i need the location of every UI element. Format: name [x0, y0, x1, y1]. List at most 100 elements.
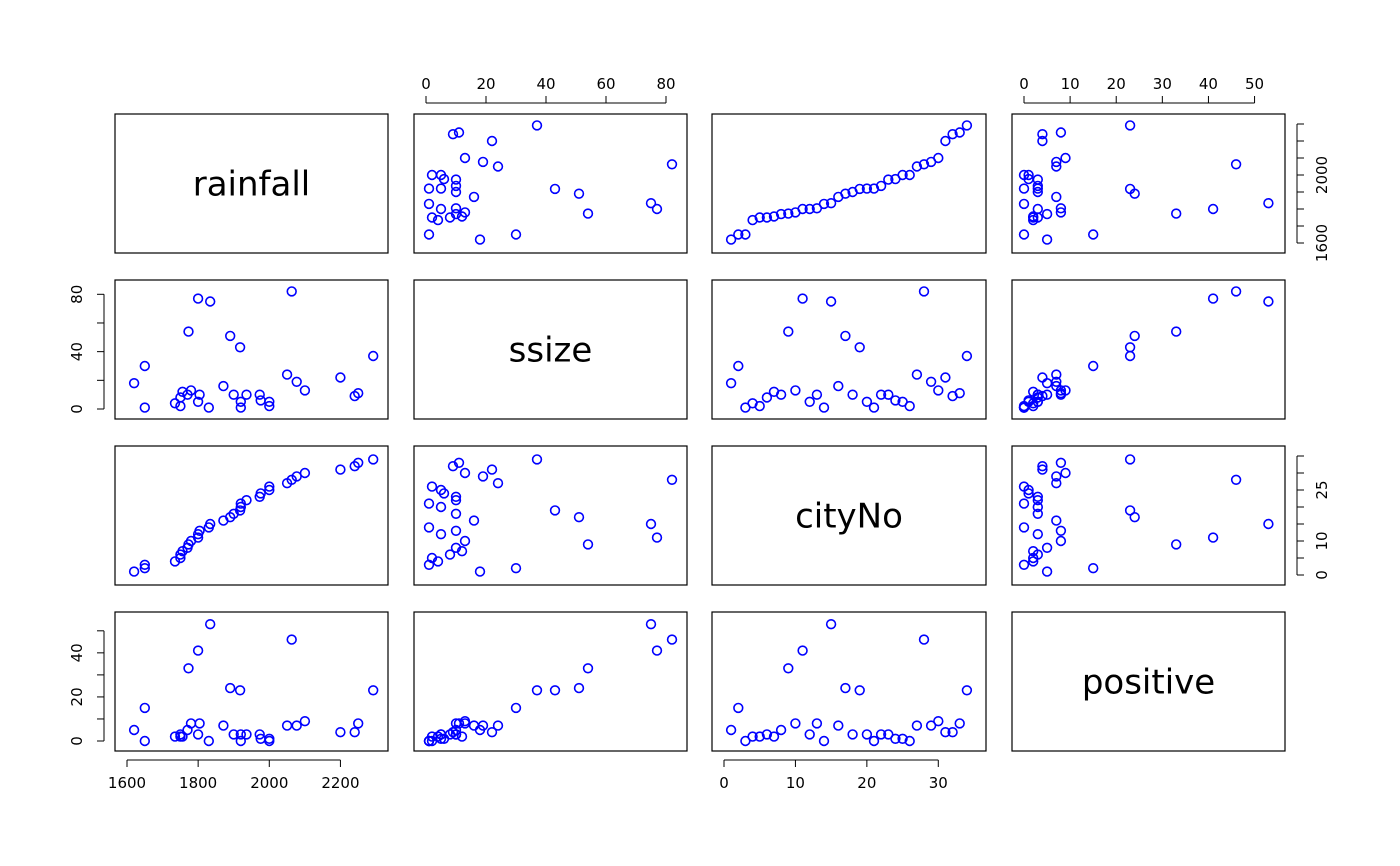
cityNo-right-tick-label: 0: [1313, 570, 1331, 580]
point-ssize-vs-cityNo-21: [875, 389, 887, 400]
point-ssize-vs-positive-10: [1207, 293, 1219, 304]
point-cityNo-vs-ssize-5: [444, 549, 456, 560]
point-rainfall-vs-cityNo-32: [954, 127, 965, 138]
point-cityNo-vs-ssize-13: [423, 522, 435, 533]
positive-left-tick-label: 20: [68, 687, 86, 706]
point-rainfall-vs-ssize-20: [423, 183, 435, 194]
point-rainfall-vs-cityNo-31: [947, 129, 958, 140]
variable-label-rainfall: rainfall: [193, 165, 311, 205]
point-cityNo-vs-rainfall-1: [139, 559, 151, 570]
point-rainfall-vs-cityNo-30: [940, 135, 951, 147]
point-cityNo-vs-ssize-11: [435, 528, 447, 540]
point-rainfall-vs-ssize-18: [549, 183, 561, 195]
panel-positive-positive: [1011, 611, 1286, 752]
point-cityNo-vs-rainfall-20: [235, 498, 247, 509]
point-ssize-vs-cityNo-26: [911, 369, 923, 380]
point-ssize-vs-positive-2: [1087, 360, 1099, 372]
point-ssize-vs-cityNo-20: [868, 402, 880, 413]
ssize-top-tick-label: 20: [476, 75, 495, 93]
point-cityNo-vs-positive-12: [1055, 525, 1067, 536]
point-ssize-vs-cityNo-22: [883, 389, 894, 400]
point-rainfall-vs-ssize-32: [453, 127, 465, 138]
point-rainfall-vs-cityNo-6: [768, 211, 780, 222]
point-cityNo-vs-ssize-9: [459, 535, 471, 547]
point-rainfall-vs-positive-7: [1041, 208, 1053, 220]
point-positive-vs-cityNo-2: [733, 702, 744, 714]
point-cityNo-vs-rainfall-3: [169, 556, 181, 567]
point-positive-vs-ssize-25: [426, 735, 438, 747]
point-cityNo-vs-ssize-20: [423, 498, 435, 509]
point-cityNo-vs-ssize-10: [651, 532, 663, 543]
point-rainfall-vs-positive-18: [1124, 183, 1136, 195]
point-positive-vs-cityNo-30: [940, 726, 951, 738]
point-cityNo-vs-ssize-27: [666, 474, 678, 485]
panel-cityNo-ssize: [413, 445, 688, 586]
point-positive-vs-cityNo-19: [861, 729, 873, 740]
point-rainfall-vs-positive-26: [1051, 161, 1062, 172]
point-ssize-vs-rainfall-25: [264, 400, 275, 412]
point-cityNo-vs-rainfall-32: [353, 457, 364, 468]
ssize-left-tick-label: 80: [68, 285, 86, 304]
point-positive-vs-cityNo-10: [797, 645, 808, 656]
point-cityNo-vs-positive-13: [1018, 522, 1030, 533]
cityNo-right-tick-label: 25: [1313, 480, 1331, 499]
point-cityNo-vs-ssize-17: [450, 508, 462, 519]
point-rainfall-vs-positive-27: [1230, 159, 1242, 170]
point-positive-vs-rainfall-28: [291, 720, 302, 731]
point-ssize-vs-cityNo-15: [833, 380, 844, 392]
point-cityNo-vs-positive-31: [1037, 461, 1048, 472]
point-positive-vs-cityNo-25: [904, 735, 915, 747]
point-rainfall-vs-positive-14: [1263, 198, 1274, 209]
point-cityNo-vs-ssize-28: [477, 471, 489, 482]
point-positive-vs-rainfall-6: [177, 731, 188, 742]
point-positive-vs-ssize-33: [531, 685, 543, 696]
point-ssize-vs-positive-33: [1124, 350, 1136, 362]
point-cityNo-vs-rainfall-24: [264, 484, 275, 496]
point-positive-vs-rainfall-8: [183, 663, 194, 674]
point-positive-vs-cityNo-15: [833, 720, 844, 731]
ssize-top-tick-label: 60: [596, 75, 615, 93]
point-ssize-vs-positive-14: [1263, 296, 1274, 307]
point-positive-vs-cityNo-8: [783, 663, 794, 674]
point-rainfall-vs-positive-25: [1018, 169, 1030, 181]
ssize-left-tick-label: 0: [68, 404, 86, 414]
point-positive-vs-rainfall-26: [281, 720, 293, 731]
point-positive-vs-cityNo-12: [811, 718, 823, 729]
point-ssize-vs-cityNo-29: [933, 385, 944, 396]
point-rainfall-vs-positive-10: [1207, 203, 1219, 215]
point-cityNo-vs-positive-33: [1124, 454, 1136, 465]
point-ssize-vs-positive-27: [1230, 286, 1242, 297]
point-rainfall-vs-cityNo-16: [840, 188, 851, 199]
point-ssize-vs-cityNo-33: [961, 350, 973, 362]
point-ssize-vs-cityNo-14: [825, 296, 837, 307]
point-positive-vs-cityNo-32: [954, 718, 965, 729]
point-rainfall-vs-ssize-26: [492, 161, 504, 172]
point-ssize-vs-positive-25: [1018, 400, 1030, 412]
point-positive-vs-rainfall-2: [139, 702, 151, 714]
point-rainfall-vs-cityNo-11: [804, 203, 815, 215]
point-cityNo-vs-ssize-26: [492, 478, 504, 489]
point-ssize-vs-rainfall-2: [139, 360, 151, 372]
point-rainfall-vs-cityNo-5: [761, 212, 773, 223]
point-ssize-vs-cityNo-4: [754, 400, 765, 412]
point-rainfall-vs-cityNo-22: [883, 174, 894, 185]
point-rainfall-vs-positive-29: [1060, 152, 1071, 164]
point-cityNo-vs-ssize-19: [435, 501, 447, 513]
point-ssize-vs-cityNo-5: [761, 392, 773, 403]
point-rainfall-vs-ssize-13: [423, 198, 435, 210]
point-positive-vs-rainfall-15: [218, 720, 229, 731]
point-cityNo-vs-rainfall-19: [235, 501, 247, 513]
point-positive-vs-cityNo-1: [740, 735, 751, 747]
point-rainfall-vs-cityNo-26: [911, 161, 923, 172]
point-cityNo-vs-positive-17: [1032, 508, 1044, 519]
point-positive-vs-ssize-15: [468, 720, 480, 731]
point-ssize-vs-rainfall-21: [241, 389, 252, 400]
point-rainfall-vs-positive-21: [1032, 180, 1044, 192]
point-cityNo-vs-positive-10: [1207, 532, 1219, 543]
point-rainfall-vs-ssize-33: [531, 120, 543, 131]
panel-ssize-positive: [1011, 279, 1286, 420]
point-ssize-vs-positive-32: [1055, 388, 1067, 399]
point-positive-vs-rainfall-25: [264, 735, 275, 747]
point-ssize-vs-cityNo-10: [797, 293, 808, 304]
point-ssize-vs-rainfall-15: [218, 380, 229, 392]
